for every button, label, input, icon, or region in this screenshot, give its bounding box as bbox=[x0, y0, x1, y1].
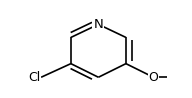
Text: N: N bbox=[94, 18, 103, 31]
Text: Cl: Cl bbox=[28, 71, 40, 84]
Text: O: O bbox=[149, 71, 158, 84]
